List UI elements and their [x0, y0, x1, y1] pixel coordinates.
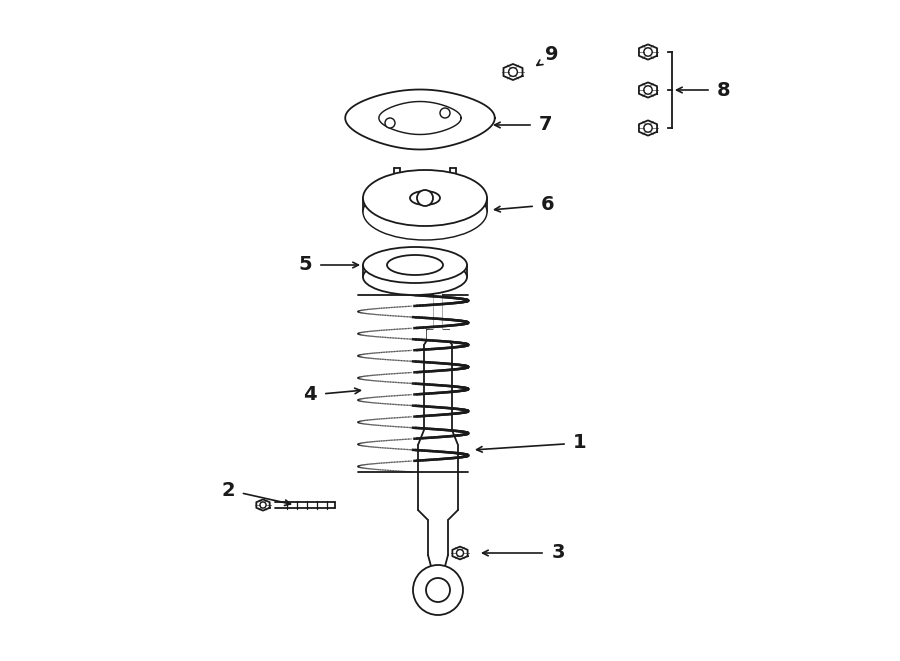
- Circle shape: [417, 190, 433, 206]
- Text: 3: 3: [551, 543, 565, 563]
- Polygon shape: [639, 44, 657, 59]
- Circle shape: [440, 108, 450, 118]
- Circle shape: [413, 565, 463, 615]
- Ellipse shape: [363, 259, 467, 295]
- Polygon shape: [424, 345, 452, 430]
- Polygon shape: [434, 255, 442, 330]
- Polygon shape: [418, 430, 458, 445]
- Text: 8: 8: [717, 81, 731, 100]
- Text: 4: 4: [303, 385, 317, 405]
- Text: 7: 7: [539, 116, 553, 134]
- Circle shape: [426, 578, 450, 602]
- Circle shape: [456, 549, 464, 557]
- Polygon shape: [427, 330, 449, 340]
- Text: 5: 5: [298, 256, 311, 274]
- Text: 2: 2: [221, 481, 235, 500]
- Polygon shape: [639, 120, 657, 136]
- Text: 9: 9: [545, 46, 559, 65]
- Polygon shape: [418, 445, 458, 510]
- Circle shape: [508, 67, 518, 77]
- Circle shape: [644, 48, 652, 56]
- Circle shape: [644, 124, 652, 132]
- Ellipse shape: [363, 247, 467, 283]
- Ellipse shape: [363, 184, 487, 240]
- Circle shape: [644, 86, 652, 94]
- Polygon shape: [346, 89, 495, 149]
- Polygon shape: [503, 64, 523, 80]
- Ellipse shape: [410, 191, 440, 205]
- Ellipse shape: [387, 255, 443, 275]
- Circle shape: [260, 502, 266, 508]
- Polygon shape: [379, 102, 461, 134]
- Polygon shape: [428, 520, 448, 555]
- Text: 1: 1: [573, 434, 587, 453]
- Ellipse shape: [363, 170, 487, 226]
- Polygon shape: [639, 83, 657, 98]
- Polygon shape: [256, 500, 270, 510]
- Ellipse shape: [352, 119, 488, 137]
- Circle shape: [385, 118, 395, 128]
- Text: 6: 6: [541, 196, 554, 215]
- Polygon shape: [453, 547, 468, 559]
